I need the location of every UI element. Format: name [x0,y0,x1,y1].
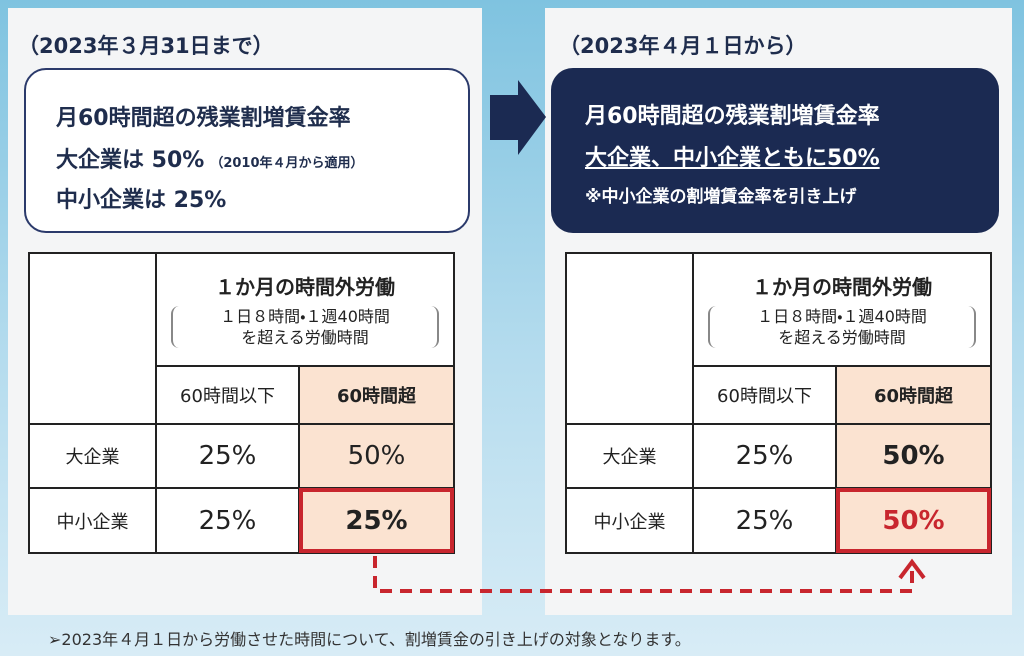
heading: （2023年４月１日から） [559,34,807,58]
rate-cell: 25% [155,423,300,489]
summary-note: （2010年４月から適用） [210,156,364,171]
row-label: 大企業 [28,423,157,489]
corner-cell [565,252,694,425]
data-row: 大企業 25% 50% [28,423,455,489]
rate-cell: 25% [692,423,837,489]
data-row: 中小企業 25% 50% [565,487,992,554]
summary-line: 月60時間超の残業割増賃金率 [585,104,880,129]
summary-line: 月60時間超の残業割増賃金率 [56,106,351,131]
subheader-text: １日８時間・１週40時間 [757,307,927,326]
summary-line: 大企業は 50% （2010年４月から適用） [56,142,364,174]
rate-cell: 50% [835,423,992,489]
header-cell: １か月の時間外労働 １日８時間・１週40時間 を超える労働時間 [155,252,455,367]
subheader-text: を超える労働時間 [778,328,906,347]
rate-table: １か月の時間外労働 １日８時間・１週40時間 を超える労働時間 60時間以下 60時間超… [28,252,455,554]
column-header: 60時間以下 [692,365,837,425]
data-row: 中小企業 25% 25% [28,487,455,554]
column-header: 60時間超 [835,365,992,425]
subheader: １日８時間・１週40時間 を超える労働時間 [171,306,439,348]
row-label: 中小企業 [28,487,157,554]
data-row: 大企業 25% 50% [565,423,992,489]
header-text: １か月の時間外労働 [752,275,932,299]
header-cell: １か月の時間外労働 １日８時間・１週40時間 を超える労働時間 [692,252,992,367]
header-row: １か月の時間外労働 １日８時間・１週40時間 を超える労働時間 [28,252,455,425]
subheader-text: １日８時間・１週40時間 [220,307,390,326]
rate-cell: 50% [298,423,455,489]
subheader-text: を超える労働時間 [241,328,369,347]
heading: （2023年３月31日まで） [18,34,274,58]
header-row: １か月の時間外労働 １日８時間・１週40時間 を超える労働時間 [565,252,992,425]
summary-line: ※中小企業の割増賃金率を引き上げ [585,187,857,207]
arrow [490,80,546,155]
summary-box: 月60時間超の残業割増賃金率 大企業、中小企業ともに50% ※中小企業の割増賃金… [551,68,999,233]
column-row: 60時間以下 60時間超 [29,365,455,425]
subheader: １日８時間・１週40時間 を超える労働時間 [708,306,976,348]
column-header: 60時間以下 [155,365,300,425]
rate-cell: 50% [835,487,992,554]
column-row: 60時間以下 60時間超 [566,365,992,425]
row-label: 大企業 [565,423,694,489]
header-text: １か月の時間外労働 [215,275,395,299]
rate-cell: 25% [298,487,455,554]
rate-cell: 25% [155,487,300,554]
summary-text: 大企業は 50% [56,148,205,173]
footnote: ➢2023年４月１日から労働させた時間について、割増賃金の引き上げの対象となりま… [48,630,691,649]
summary-box: 月60時間超の残業割増賃金率 大企業は 50% （2010年４月から適用） 中小企… [24,68,470,233]
rate-cell: 25% [692,487,837,554]
column-header: 60時間超 [298,365,455,425]
summary-line: 中小企業は 25% [56,188,227,213]
row-label: 中小企業 [565,487,694,554]
corner-cell [28,252,157,425]
summary-line: 大企業、中小企業ともに50% [585,146,880,171]
rate-table: １か月の時間外労働 １日８時間・１週40時間 を超える労働時間 60時間以下 60時間超… [565,252,992,554]
